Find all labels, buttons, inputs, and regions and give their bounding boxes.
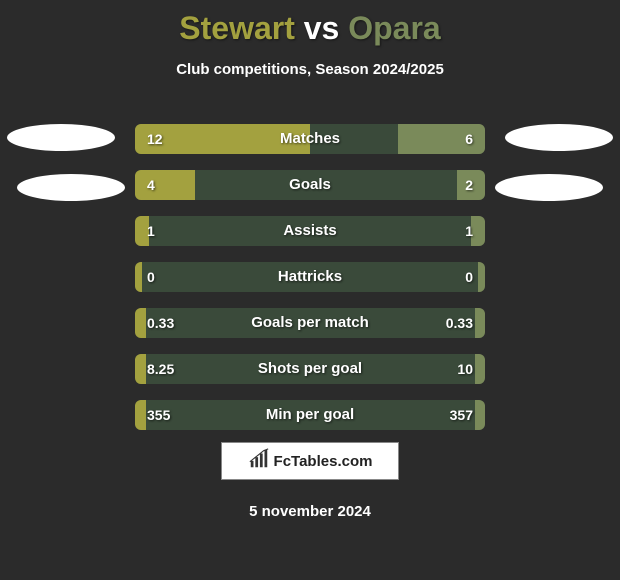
stat-value-right: 6	[465, 124, 473, 154]
stat-label: Assists	[135, 216, 485, 246]
player1-name: Stewart	[179, 10, 295, 46]
stat-row: Assists1 1	[135, 216, 485, 246]
comparison-title: Stewart vs Opara	[0, 0, 620, 47]
stat-label: Goals per match	[135, 308, 485, 338]
stat-value-right: 0	[465, 262, 473, 292]
date-text: 5 november 2024	[0, 503, 620, 520]
stat-value-right: 1	[465, 216, 473, 246]
player1-ellipse-2	[17, 174, 125, 201]
fctables-logo[interactable]: FcTables.com	[221, 442, 399, 480]
stat-label: Min per goal	[135, 400, 485, 430]
stat-row: Goals4 2	[135, 170, 485, 200]
stat-row: Matches12 6	[135, 124, 485, 154]
subtitle: Club competitions, Season 2024/2025	[0, 61, 620, 78]
stat-row: Hattricks0 0	[135, 262, 485, 292]
player2-name: Opara	[348, 10, 440, 46]
stat-label: Hattricks	[135, 262, 485, 292]
stat-value-left: 12	[147, 124, 163, 154]
stat-label: Matches	[135, 124, 485, 154]
stat-label: Goals	[135, 170, 485, 200]
stats-container: Matches12 6 Goals4 2 Assists1 1 Hattricks0 0 Goa…	[135, 124, 485, 446]
stat-row: Min per goal355 357	[135, 400, 485, 430]
chart-icon	[248, 448, 270, 475]
stat-value-right: 357	[450, 400, 473, 430]
stat-label: Shots per goal	[135, 354, 485, 384]
player2-ellipse-2	[495, 174, 603, 201]
stat-value-left: 0	[147, 262, 155, 292]
logo-text: FcTables.com	[274, 453, 373, 470]
stat-value-left: 4	[147, 170, 155, 200]
stat-value-left: 1	[147, 216, 155, 246]
stat-value-left: 8.25	[147, 354, 174, 384]
stat-value-left: 0.33	[147, 308, 174, 338]
stat-value-left: 355	[147, 400, 170, 430]
stat-value-right: 0.33	[446, 308, 473, 338]
stat-row: Shots per goal8.25 10	[135, 354, 485, 384]
stat-row: Goals per match0.33 0.33	[135, 308, 485, 338]
player2-ellipse-1	[505, 124, 613, 151]
player1-ellipse-1	[7, 124, 115, 151]
stat-value-right: 10	[457, 354, 473, 384]
stat-value-right: 2	[465, 170, 473, 200]
vs-text: vs	[304, 10, 340, 46]
